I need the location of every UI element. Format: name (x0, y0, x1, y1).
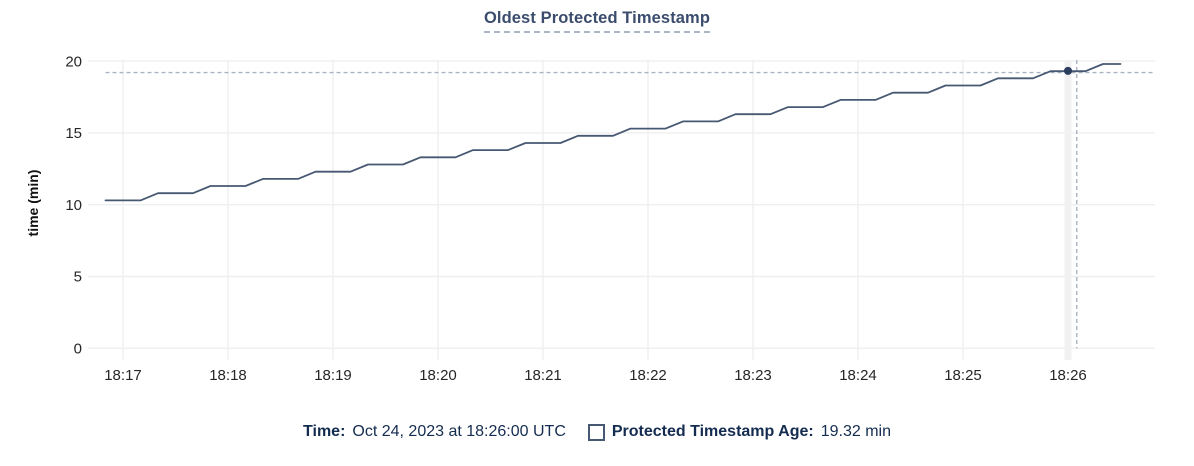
series-checkbox-icon[interactable] (587, 423, 605, 441)
x-tick-label: 18:23 (734, 367, 772, 384)
hover-datapoint-dot (1064, 66, 1072, 75)
x-tick-label: 18:26 (1049, 367, 1087, 384)
y-axis-label: time (min) (25, 169, 41, 237)
y-axis-ticks: 0 5 10 15 20 (65, 53, 82, 357)
y-tick-label: 0 (74, 341, 82, 358)
x-tick-label: 18:24 (839, 367, 877, 384)
legend-time-value: Oct 24, 2023 at 18:26:00 UTC (352, 423, 566, 440)
chart-title[interactable]: Oldest Protected Timestamp (483, 9, 711, 33)
x-tick-label: 18:17 (104, 367, 142, 384)
x-tick-label: 18:22 (629, 367, 667, 384)
legend-series-label: Protected Timestamp Age: (611, 423, 814, 440)
series-line-protected-timestamp-age (104, 63, 1122, 202)
chart-header: Oldest Protected Timestamp (0, 9, 1194, 33)
x-tick-label: 18:19 (314, 367, 352, 384)
legend-time: Time: Oct 24, 2023 at 18:26:00 UTC (303, 421, 566, 443)
legend-series-toggle[interactable]: Protected Timestamp Age: 19.32 min (587, 421, 891, 443)
chart-legend: Time: Oct 24, 2023 at 18:26:00 UTC Protec… (0, 421, 1194, 443)
x-tick-label: 18:25 (944, 367, 982, 384)
x-tick-label: 18:18 (209, 367, 247, 384)
legend-time-label: Time: (303, 423, 346, 440)
y-tick-label: 20 (65, 53, 82, 70)
y-tick-label: 5 (74, 269, 82, 286)
gridlines (88, 60, 1155, 360)
x-tick-label: 18:20 (419, 367, 457, 384)
y-tick-label: 15 (65, 125, 82, 142)
x-tick-label: 18:21 (524, 367, 562, 384)
x-axis-ticks: 18:17 18:18 18:19 18:20 18:21 18:22 18:23 18:24… (104, 367, 1087, 384)
hover-highlight-band (1064, 60, 1072, 360)
y-tick-label: 10 (65, 197, 82, 214)
legend-series-value: 19.32 min (820, 423, 891, 440)
